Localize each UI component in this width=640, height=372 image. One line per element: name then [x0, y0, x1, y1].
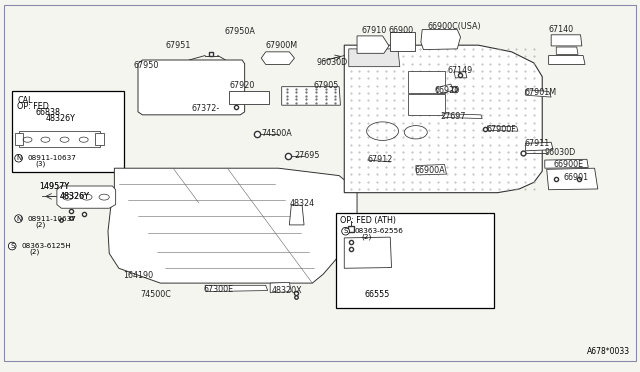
- Bar: [336, 213, 494, 308]
- Polygon shape: [349, 49, 400, 67]
- Text: 14957Y: 14957Y: [39, 182, 69, 191]
- Polygon shape: [289, 205, 304, 225]
- Text: 67910: 67910: [362, 26, 387, 35]
- Text: 48326Y: 48326Y: [60, 192, 90, 201]
- Polygon shape: [108, 168, 357, 283]
- Polygon shape: [15, 134, 23, 145]
- Text: 14957Y: 14957Y: [39, 182, 69, 191]
- Text: 08363-6125H: 08363-6125H: [21, 243, 71, 249]
- Text: 67905: 67905: [314, 81, 339, 90]
- Text: CAL: CAL: [17, 96, 33, 105]
- Text: 48326Y: 48326Y: [45, 114, 76, 123]
- Polygon shape: [344, 45, 542, 193]
- Text: 48324: 48324: [289, 199, 314, 208]
- Polygon shape: [390, 32, 415, 51]
- Text: 67920: 67920: [229, 81, 255, 90]
- Polygon shape: [421, 30, 461, 49]
- Text: 48326Y: 48326Y: [60, 192, 90, 201]
- Polygon shape: [229, 91, 269, 105]
- Text: 67911: 67911: [524, 139, 550, 148]
- Bar: [12, 91, 124, 172]
- Text: 67912: 67912: [368, 155, 393, 164]
- Polygon shape: [344, 237, 392, 268]
- Text: OP: FED (ATH): OP: FED (ATH): [340, 217, 396, 225]
- Polygon shape: [205, 285, 268, 292]
- Text: 08363-62556: 08363-62556: [355, 228, 403, 234]
- Polygon shape: [261, 52, 294, 64]
- Text: 164190: 164190: [124, 271, 154, 280]
- Text: (3): (3): [36, 160, 46, 167]
- Text: 67372-: 67372-: [191, 104, 220, 113]
- Text: 66900C(USA): 66900C(USA): [428, 22, 481, 31]
- Polygon shape: [57, 186, 116, 208]
- Text: 66920: 66920: [435, 86, 460, 95]
- Polygon shape: [545, 159, 588, 168]
- Text: 96030D: 96030D: [316, 58, 348, 67]
- Polygon shape: [487, 126, 518, 131]
- Text: 66900E: 66900E: [553, 160, 583, 169]
- Text: OP: FED: OP: FED: [17, 102, 49, 111]
- Polygon shape: [454, 72, 467, 78]
- Text: 74500A: 74500A: [261, 129, 292, 138]
- Text: 27697: 27697: [440, 112, 465, 121]
- Polygon shape: [19, 131, 100, 147]
- Polygon shape: [357, 36, 389, 53]
- Text: N: N: [16, 216, 21, 222]
- Polygon shape: [547, 168, 598, 190]
- Polygon shape: [551, 35, 582, 46]
- Polygon shape: [408, 94, 445, 115]
- Text: 27695: 27695: [294, 151, 320, 160]
- Text: 66900A: 66900A: [415, 166, 445, 175]
- Polygon shape: [525, 142, 553, 151]
- Polygon shape: [443, 114, 482, 119]
- Text: 67300E: 67300E: [204, 285, 234, 294]
- Polygon shape: [556, 47, 578, 54]
- Text: (2): (2): [362, 234, 372, 240]
- Text: 96030D: 96030D: [545, 148, 576, 157]
- Text: 08911-10637: 08911-10637: [28, 155, 76, 161]
- Polygon shape: [525, 90, 551, 97]
- Text: (2): (2): [36, 221, 46, 228]
- Text: 67900M: 67900M: [266, 41, 298, 51]
- Polygon shape: [408, 71, 445, 93]
- Text: N: N: [16, 155, 21, 161]
- Text: 67140: 67140: [548, 25, 573, 34]
- Text: 66900: 66900: [389, 26, 414, 35]
- Text: 08911-10637: 08911-10637: [28, 216, 76, 222]
- Polygon shape: [548, 55, 585, 64]
- Polygon shape: [282, 87, 340, 105]
- Text: 66901: 66901: [564, 173, 589, 182]
- Text: 67900F: 67900F: [486, 125, 516, 134]
- Polygon shape: [436, 84, 453, 94]
- Text: S: S: [343, 228, 348, 234]
- Text: 67950A: 67950A: [224, 26, 255, 36]
- Text: S: S: [10, 243, 14, 249]
- Polygon shape: [138, 60, 244, 115]
- Text: 67149: 67149: [448, 66, 473, 75]
- Text: 67950: 67950: [134, 61, 159, 70]
- Polygon shape: [270, 282, 291, 293]
- Text: (2): (2): [29, 249, 40, 255]
- Text: 66838: 66838: [36, 108, 61, 117]
- Polygon shape: [416, 164, 447, 175]
- Text: 48320X: 48320X: [272, 286, 303, 295]
- Text: 74500C: 74500C: [140, 290, 171, 299]
- Text: 67951: 67951: [166, 41, 191, 51]
- Text: 66555: 66555: [365, 290, 390, 299]
- Text: A678*0033: A678*0033: [587, 347, 630, 356]
- Polygon shape: [95, 134, 104, 145]
- Text: 67901M: 67901M: [524, 88, 557, 97]
